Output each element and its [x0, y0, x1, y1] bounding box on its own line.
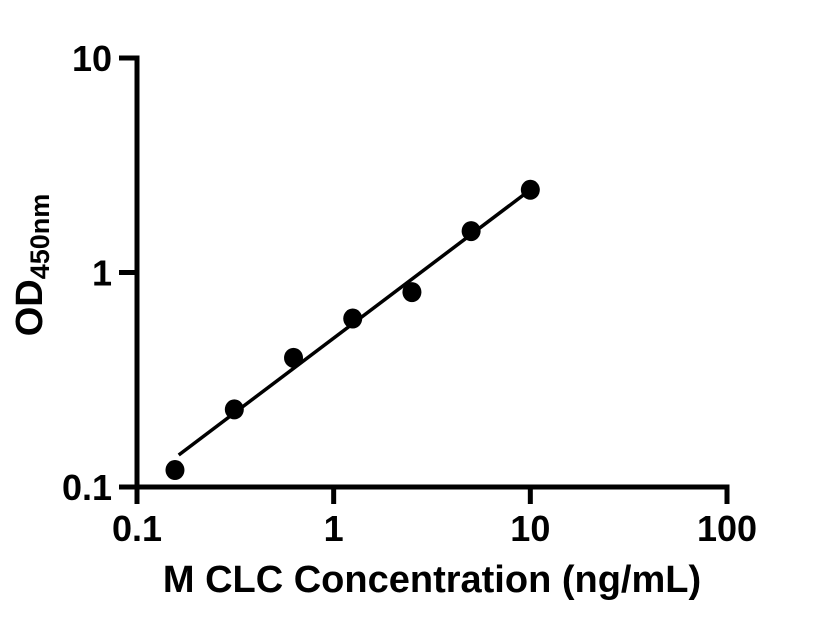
- y-axis-title: OD450nm: [9, 175, 57, 355]
- data-point: [224, 399, 244, 420]
- x-tick-label: 100: [697, 508, 757, 549]
- y-axis-title-main: OD: [9, 279, 51, 337]
- data-point: [343, 308, 363, 329]
- x-axis-title: M CLC Concentration (ng/mL): [162, 559, 702, 601]
- y-axis-title-subscript: 450nm: [25, 193, 55, 280]
- y-tick-label: 0.1: [62, 467, 112, 508]
- data-point: [461, 221, 481, 242]
- y-tick-label: 10: [72, 38, 112, 79]
- x-tick-label: 1: [324, 508, 344, 549]
- data-point: [402, 282, 422, 303]
- data-point: [165, 460, 185, 481]
- x-tick-label: 10: [510, 508, 550, 549]
- data-point: [520, 179, 540, 200]
- x-tick-label: 0.1: [112, 508, 162, 549]
- y-tick-label: 1: [92, 253, 112, 294]
- data-point: [284, 347, 304, 368]
